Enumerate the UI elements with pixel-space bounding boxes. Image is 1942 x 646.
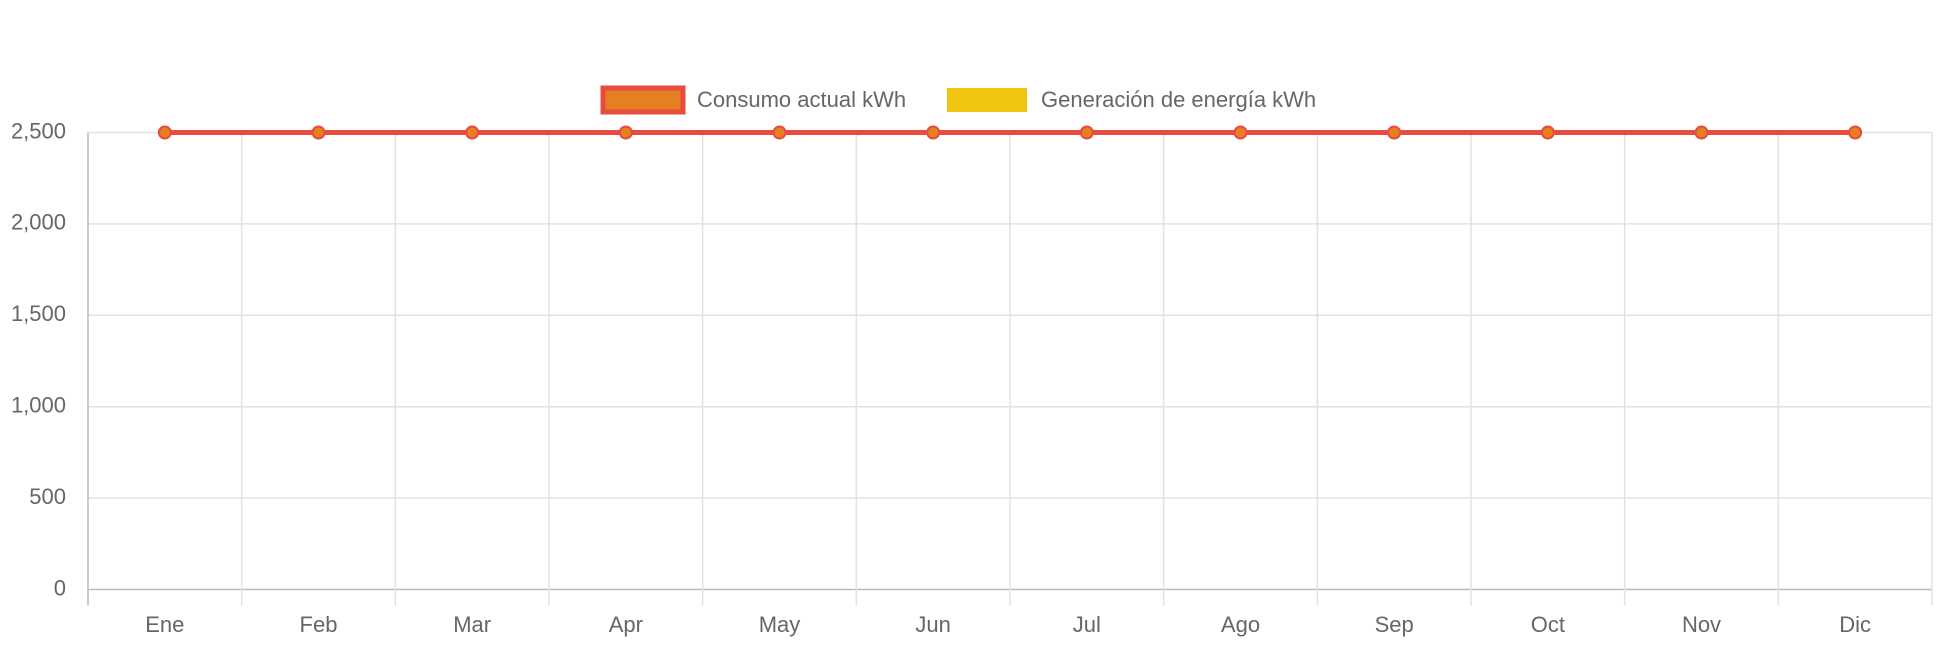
legend-swatch [600, 85, 686, 115]
x-tick-label: Oct [1531, 612, 1565, 637]
x-tick-label: Apr [609, 612, 643, 637]
legend-swatch [947, 88, 1027, 112]
x-tick-label: Ene [145, 612, 184, 637]
y-tick-label: 1,000 [11, 393, 66, 418]
legend-label: Generación de energía kWh [1041, 87, 1316, 112]
x-tick-label: Ago [1221, 612, 1260, 637]
data-point [1848, 125, 1863, 140]
x-tick-label: Jul [1073, 612, 1101, 637]
y-tick-label: 2,500 [11, 118, 66, 143]
x-tick-label: Mar [453, 612, 491, 637]
data-point [1540, 125, 1555, 140]
data-point [1079, 125, 1094, 140]
data-point [157, 125, 172, 140]
legend-label: Consumo actual kWh [697, 87, 906, 112]
y-tick-label: 500 [29, 484, 66, 509]
data-point [1694, 125, 1709, 140]
y-tick-label: 1,500 [11, 301, 66, 326]
data-point [926, 125, 941, 140]
y-tick-label: 0 [54, 575, 66, 600]
x-tick-label: Nov [1682, 612, 1721, 637]
data-point [1233, 125, 1248, 140]
x-tick-label: Feb [300, 612, 338, 637]
x-tick-label: Sep [1375, 612, 1414, 637]
x-tick-label: Jun [915, 612, 950, 637]
data-point [465, 125, 480, 140]
x-tick-label: May [759, 612, 801, 637]
data-point [772, 125, 787, 140]
data-point [1387, 125, 1402, 140]
x-tick-label: Dic [1839, 612, 1871, 637]
data-point [618, 125, 633, 140]
data-point [311, 125, 326, 140]
y-tick-label: 2,000 [11, 210, 66, 235]
